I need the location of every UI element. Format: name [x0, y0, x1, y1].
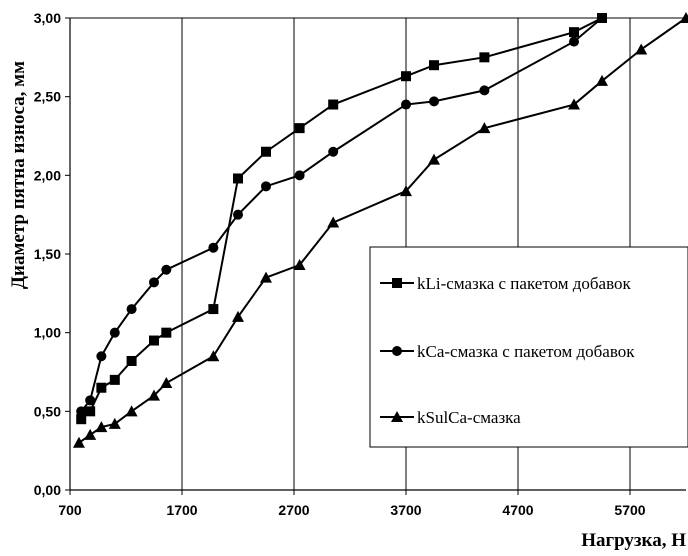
y-tick-label: 0,50 [34, 403, 61, 419]
data-point-square [401, 71, 411, 82]
data-point-circle [85, 395, 96, 406]
data-point-square [85, 406, 96, 417]
data-point-triangle [95, 421, 108, 433]
y-tick-label: 2,50 [34, 89, 61, 105]
legend-label: kLi-смазка с пакетом добавок [417, 274, 631, 293]
data-point-triangle [478, 122, 491, 134]
data-point-triangle [635, 43, 648, 55]
y-tick-label: 1,00 [34, 325, 61, 341]
data-point-square [161, 327, 172, 338]
legend-box [369, 246, 688, 448]
data-point-triangle [680, 12, 688, 23]
data-point-circle [294, 170, 305, 181]
data-point-square [126, 355, 137, 366]
data-point-square [149, 335, 159, 346]
x-axis-title: Нагрузка, Н [581, 530, 686, 551]
data-point-circle [161, 264, 172, 275]
data-point-square [233, 173, 243, 184]
data-point-circle [401, 99, 411, 110]
x-tick-label: 5700 [614, 502, 645, 518]
data-point-circle [261, 181, 271, 192]
legend: kLi-смазка с пакетом добавок kCa-смазка с… [369, 246, 688, 448]
data-point-triangle [293, 259, 306, 271]
x-tick-label: 2700 [278, 502, 309, 518]
data-point-circle [569, 36, 579, 47]
data-point-triangle [207, 350, 220, 362]
data-point-triangle [72, 436, 85, 448]
legend-marker-circle [392, 346, 402, 356]
data-point-triangle [327, 216, 340, 228]
data-point-triangle [428, 153, 440, 165]
data-point-square [261, 146, 271, 157]
axes [65, 17, 686, 495]
data-point-square [76, 414, 87, 425]
data-point-triangle [232, 310, 244, 322]
data-point-triangle [400, 185, 412, 197]
data-point-square [569, 27, 579, 38]
data-point-square [429, 60, 439, 71]
data-point-triangle [84, 428, 97, 440]
data-point-circle [479, 85, 490, 96]
data-point-triangle [260, 271, 272, 283]
y-tick-label: 3,00 [34, 10, 61, 26]
data-point-circle [109, 327, 120, 338]
data-point-circle [96, 351, 107, 362]
data-point-circle [208, 242, 219, 253]
data-point-triangle [125, 405, 138, 417]
legend-label: kCa-смазка с пакетом добавок [417, 342, 635, 361]
data-point-circle [328, 146, 339, 157]
data-point-circle [76, 406, 87, 417]
data-point-triangle [568, 98, 580, 110]
data-point-square [109, 374, 120, 385]
data-point-square [294, 123, 305, 134]
series-lines [72, 12, 688, 448]
data-point-circle [233, 209, 243, 220]
data-point-triangle [160, 377, 173, 389]
x-tick-label: 3700 [390, 502, 421, 518]
data-point-square [479, 52, 490, 63]
data-point-square [208, 304, 219, 315]
data-point-square [328, 99, 339, 110]
y-axis-title: Диаметр пятна износа, мм [8, 61, 29, 289]
y-tick-label: 0,00 [34, 482, 61, 498]
series-triangle [72, 12, 688, 448]
data-point-circle [149, 277, 159, 288]
legend-label: kSulCa-смазка [417, 408, 521, 427]
legend-marker-square [392, 278, 402, 288]
x-tick-label: 1700 [166, 502, 197, 518]
y-tick-label: 1,50 [34, 246, 61, 262]
series-circle [76, 13, 607, 417]
data-point-circle [126, 304, 137, 315]
data-point-circle [429, 96, 439, 107]
legend-marker-triangle [391, 411, 403, 422]
data-point-triangle [148, 389, 160, 401]
data-point-triangle [108, 417, 121, 429]
y-tick-label: 2,00 [34, 167, 61, 183]
data-point-triangle [596, 74, 608, 86]
x-tick-label: 700 [58, 502, 82, 518]
data-point-circle [597, 13, 607, 23]
x-tick-label: 4700 [502, 502, 533, 518]
tick-labels: 0,00 0,50 1,00 1,50 2,00 2,50 3,00 700 1700 2700 3… [34, 10, 646, 518]
data-point-square [96, 382, 107, 393]
